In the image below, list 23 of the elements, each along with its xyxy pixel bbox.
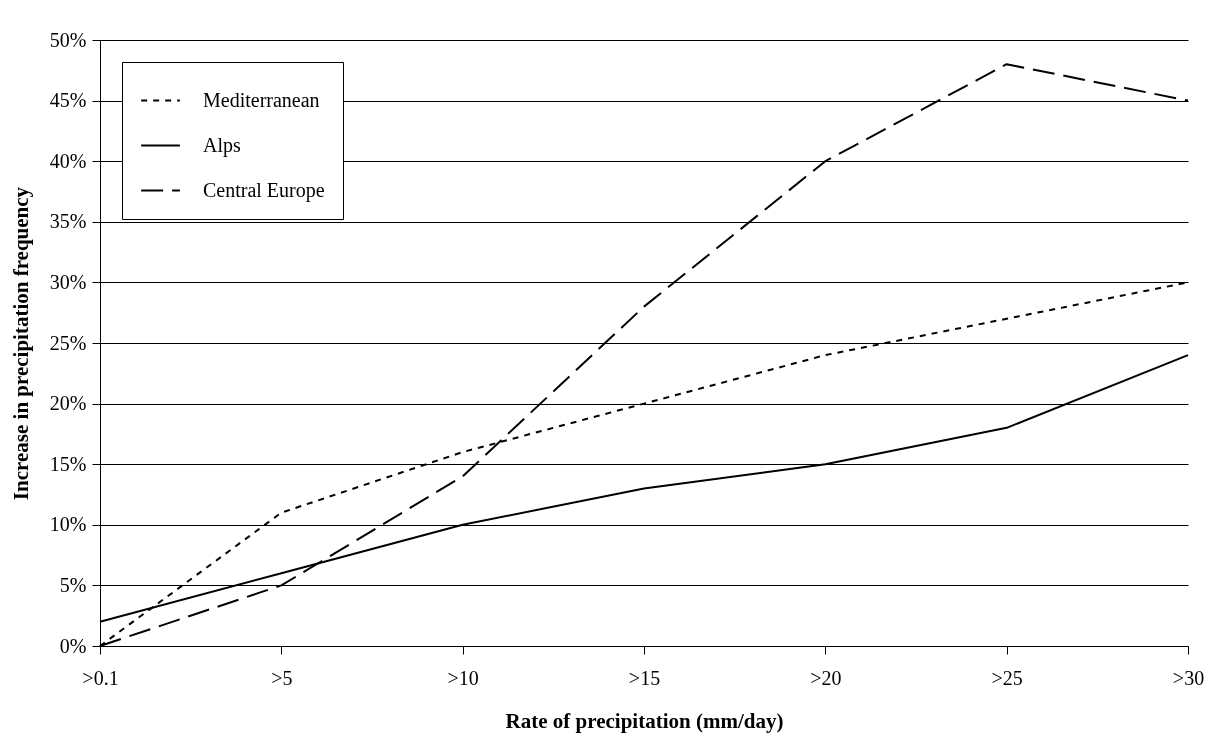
legend-label: Alps (203, 133, 241, 157)
y-tick-label: 20% (49, 392, 87, 415)
x-tick-label: >0.1 (82, 666, 119, 689)
y-tick-label: 30% (49, 270, 87, 293)
y-tick-label: 25% (49, 331, 87, 354)
legend-label: Central Europe (203, 178, 325, 202)
y-tick-label: 35% (49, 210, 87, 233)
x-tick-label: >5 (271, 666, 293, 689)
y-tick-label: 50% (49, 28, 87, 51)
y-tick-label: 5% (59, 573, 87, 596)
y-axis-title: Increase in precipitation frequency (8, 186, 33, 501)
x-tick-label: >20 (810, 666, 842, 689)
x-tick-label: >30 (1172, 666, 1205, 689)
y-tick-label: 15% (49, 452, 87, 475)
y-tick-label: 40% (49, 149, 87, 172)
x-tick-label: >10 (447, 666, 479, 689)
x-axis-title: Rate of precipitation (mm/day) (505, 708, 784, 733)
y-tick-label: 0% (59, 634, 87, 657)
legend-label: Mediterranean (203, 88, 320, 111)
x-tick-label: >15 (628, 666, 661, 689)
x-tick-label: >25 (991, 666, 1023, 689)
y-tick-label: 10% (49, 513, 87, 536)
y-tick-label: 45% (49, 89, 87, 112)
